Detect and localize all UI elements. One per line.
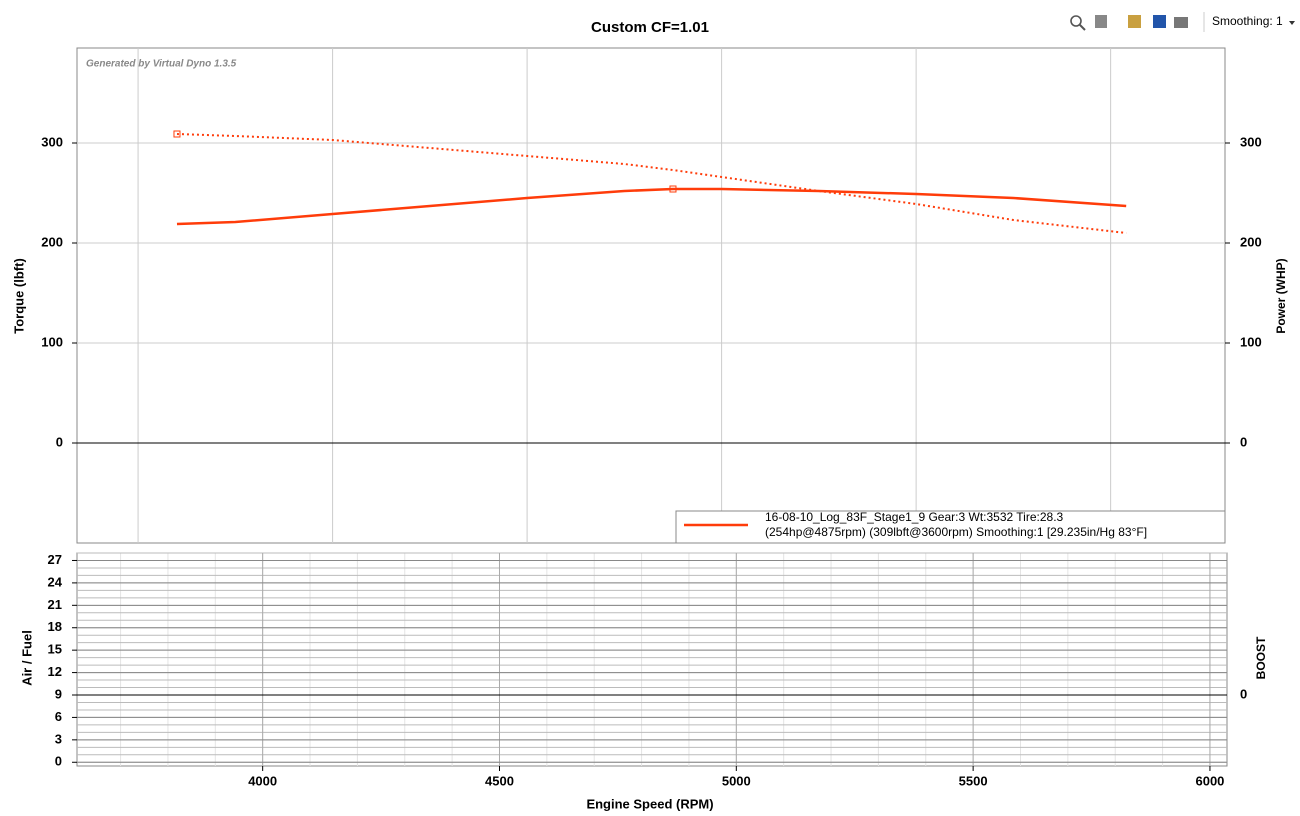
y2-axis-label: BOOST [1254,636,1268,679]
y-tick-label: 6 [55,709,62,724]
y-tick-label: 24 [48,574,63,589]
plot-area: Custom CF=1.01 Generated by Virtual Dyno … [11,19,1288,811]
y2-tick-label: 300 [1240,134,1262,149]
plot-frame [76,552,1228,767]
y-tick-label: 0 [55,754,62,769]
watermark: Generated by Virtual Dyno 1.3.5 [86,59,237,70]
tools-icon[interactable] [1095,15,1107,28]
y-tick-label: 100 [41,334,63,349]
y-tick-label: 3 [55,731,62,746]
y-tick-label: 12 [48,664,62,679]
zoom-icon[interactable] [1070,15,1082,27]
y2-tick-label: 200 [1240,234,1262,249]
x-tick-label: 4000 [248,773,277,788]
peak-marker [669,185,677,193]
y-axis-label: Air / Fuel [19,630,34,686]
print-icon[interactable] [1174,17,1188,28]
y-tick-label: 200 [41,234,63,249]
x-tick-label: 5000 [722,773,751,788]
toolbar: Smoothing: 1 [1070,12,1295,32]
y2-tick-label: 100 [1240,334,1262,349]
x-tick-label: 5500 [959,773,988,788]
plot-frame [76,47,1226,544]
y-tick-label: 15 [48,642,62,657]
x-tick-label: 6000 [1195,773,1224,788]
save-icon[interactable] [1153,15,1166,28]
y-tick-label: 18 [48,619,62,634]
legend-run-name: 16-08-10_Log_83F_Stage1_9 Gear:3 Wt:3532… [765,510,1064,524]
y2-tick-label: 0 [1240,686,1247,701]
y-tick-label: 27 [48,552,62,567]
peak-marker [173,130,181,138]
y-axis-label: Torque (lbft) [11,258,26,334]
y-tick-label: 21 [48,597,62,612]
dropdown-arrow[interactable] [1289,21,1295,25]
y-tick-label: 300 [41,134,63,149]
legend: 16-08-10_Log_83F_Stage1_9 Gear:3 Wt:3532… [675,510,1226,544]
x-tick-label: 4500 [485,773,514,788]
legend-box [675,510,1226,544]
y2-tick-label: 0 [1240,434,1247,449]
legend-run-detail: (254hp@4875rpm) (309lbft@3600rpm) Smooth… [765,525,1147,539]
zoom-icon-handle [1079,24,1086,31]
power-line [176,187,1127,226]
y-tick-label: 0 [56,434,63,449]
x-axis-label: Engine Speed (RPM) [586,796,713,811]
chart-title: Custom CF=1.01 [591,19,709,36]
copy-icon[interactable] [1128,15,1141,28]
y-tick-label: 9 [55,686,62,701]
smoothing-dropdown[interactable]: Smoothing: 1 [1212,14,1283,28]
y2-axis-label: Power (WHP) [1274,258,1288,333]
